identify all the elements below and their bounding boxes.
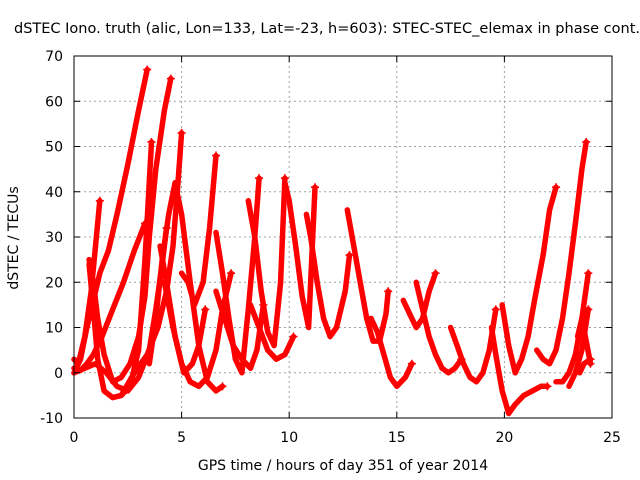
series-line-pass-26 [553,270,592,385]
series-marker-pass-10 [227,269,236,278]
series-marker-pass-19 [407,359,416,368]
series-marker-pass-25 [582,137,591,146]
series-line-pass-17 [303,211,353,340]
series-line-pass-15 [247,302,297,362]
series-line-pass-04 [86,75,174,385]
y-tick-label: 50 [45,140,63,156]
series-marker-pass-24 [552,183,561,192]
y-tick-label: 0 [54,366,63,382]
series-line-pass-25 [533,139,589,367]
x-tick-label: 20 [495,430,513,446]
series-marker-pass-15 [289,332,298,341]
series-marker-pass-03 [143,65,152,74]
x-tick-label: 0 [70,430,79,446]
series-marker-pass-27 [584,305,593,314]
y-tick-label: 60 [45,94,63,110]
series-marker-pass-05 [147,137,156,146]
series-line-pass-19 [368,315,415,390]
series-marker-pass-08 [218,382,227,391]
series-line-pass-21 [413,279,465,376]
series-marker-pass-07 [177,128,186,137]
gridlines [74,56,612,418]
x-axis-title: GPS time / hours of day 351 of year 2014 [198,458,488,474]
series-marker-pass-04 [166,74,175,83]
series-marker-pass-11 [212,151,221,160]
axes: 0 5 10 15 20 25 -10 0 10 20 30 40 50 60 70 [40,49,621,446]
series-line-pass-11 [178,152,219,308]
series-marker-pass-22 [491,305,500,314]
x-tick-label: 10 [280,430,298,446]
series-line-pass-14 [245,175,288,349]
series-line-pass-18 [344,207,391,344]
x-tick-label: 25 [603,430,621,446]
series-marker-pass-20 [431,269,440,278]
series-marker-pass-18 [384,287,393,296]
y-axis-title: dSTEC / TECUs [6,186,22,289]
x-tick-label: 5 [177,430,186,446]
series-marker-pass-23 [543,382,552,391]
series-marker-pass-26 [584,269,593,278]
series-line-pass-12 [213,175,262,376]
y-tick-label: 10 [45,321,63,337]
series-marker-pass-01 [95,196,104,205]
series-line-pass-28 [574,315,594,367]
series-marker-pass-17 [345,251,354,260]
y-tick-label: 40 [45,185,63,201]
series-line-pass-23 [488,324,551,417]
series-line-pass-29 [576,356,594,376]
chart-title: dSTEC Iono. truth (alic, Lon=133, Lat=-2… [14,21,640,37]
series-line-pass-13 [213,288,267,371]
series-marker-pass-12 [255,174,264,183]
x-tick-label: 15 [388,430,406,446]
y-tick-label: 30 [45,230,63,246]
series-line-pass-10 [161,270,234,390]
series-marker-pass-16 [311,183,320,192]
series-marker-pass-29 [586,355,595,364]
series-line-pass-22 [447,306,499,385]
series-marker-pass-09 [201,305,210,314]
series-line-pass-20 [400,270,439,331]
y-tick-label: -10 [40,411,63,427]
series-line-pass-16 [282,179,318,331]
data-series [71,65,595,417]
series-line-pass-08 [146,179,226,394]
series-line-pass-05 [86,139,155,401]
y-tick-label: 70 [45,49,63,65]
series-line-pass-24 [499,184,559,376]
series-line-pass-03 [71,66,150,376]
y-tick-label: 20 [45,275,63,291]
